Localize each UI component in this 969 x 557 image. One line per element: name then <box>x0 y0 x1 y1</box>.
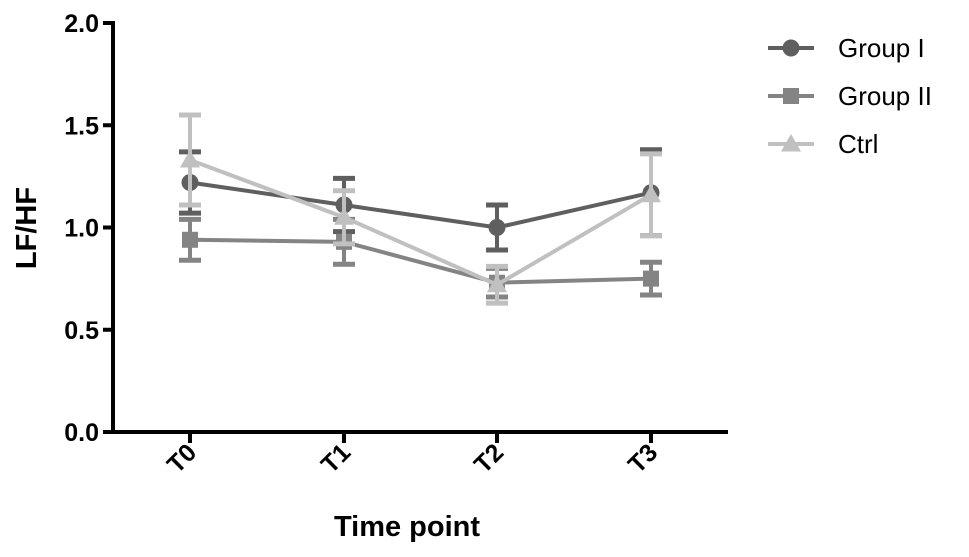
data-point <box>180 150 200 168</box>
legend-marker <box>782 39 800 57</box>
data-point <box>182 231 198 248</box>
legend-label: Group II <box>838 81 932 111</box>
x-tick-label: T0 <box>162 438 202 478</box>
legend-label: Ctrl <box>838 129 878 159</box>
y-tick-label: 1.0 <box>64 215 99 243</box>
legend: Group I Group II Ctrl <box>768 33 932 159</box>
x-tick-label: T2 <box>469 438 509 478</box>
legend-item: Group II <box>768 81 932 111</box>
y-axis-title: LF/HF <box>11 187 43 269</box>
data-point <box>487 274 507 293</box>
plot-area <box>179 112 662 306</box>
x-tick-label: T1 <box>316 438 356 478</box>
axes: 0.0 0.5 1.0 1.5 2.0 T0 T1 T2 T3 <box>64 10 728 479</box>
data-point <box>641 184 661 203</box>
y-tick-label: 0.0 <box>64 419 99 447</box>
series-ctrl <box>179 112 662 306</box>
series-line <box>189 237 652 285</box>
legend-item: Group I <box>768 33 925 63</box>
y-tick-label: 2.0 <box>64 10 99 38</box>
series-group-i <box>179 147 662 253</box>
x-tick-label: T3 <box>623 438 663 478</box>
data-point <box>488 219 506 236</box>
series-group-ii <box>179 216 662 300</box>
series-line <box>189 180 652 230</box>
legend-label: Group I <box>838 33 925 63</box>
data-point <box>643 270 659 287</box>
data-point <box>334 207 354 225</box>
legend-marker <box>783 88 799 104</box>
y-tick-label: 0.5 <box>64 317 99 345</box>
legend-item: Ctrl <box>768 129 878 159</box>
series-line <box>189 158 653 288</box>
x-axis-title: Time point <box>334 511 480 543</box>
y-tick-label: 1.5 <box>64 112 99 140</box>
legend-marker <box>781 134 801 152</box>
